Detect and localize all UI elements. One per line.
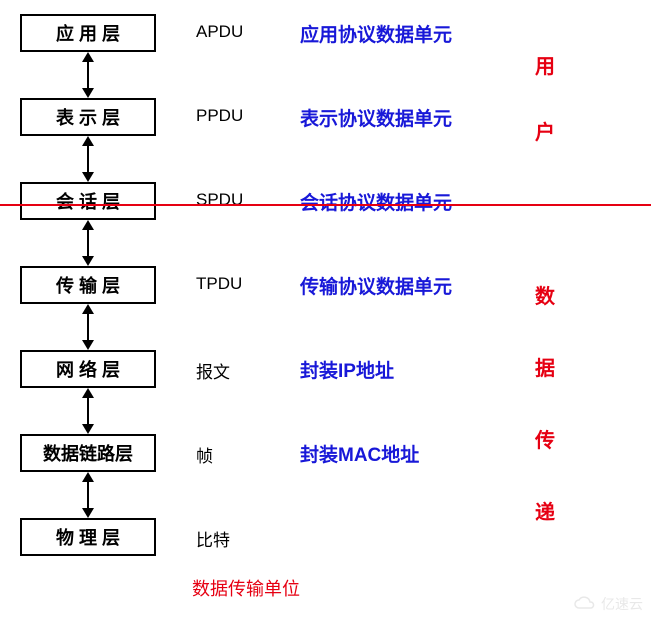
side-char-4: 传 (535, 424, 555, 453)
layer-box-4: 网 络 层 (20, 350, 156, 388)
watermark-text: 亿速云 (601, 594, 643, 614)
side-char-3: 据 (535, 352, 555, 381)
side-char-5: 递 (535, 496, 555, 525)
unit-desc-2: 会话协议数据单元 (300, 188, 452, 215)
layer-box-0: 应 用 层 (20, 14, 156, 52)
unit-desc-1: 表示协议数据单元 (300, 104, 452, 131)
unit-desc-4: 封装IP地址 (300, 356, 394, 383)
arrow-down-4 (82, 424, 94, 434)
side-char-2: 数 (535, 280, 555, 309)
arrow-up-2 (82, 220, 94, 230)
unit-desc-3: 传输协议数据单元 (300, 272, 452, 299)
side-char-0: 用 (535, 50, 555, 79)
arrow-up-3 (82, 304, 94, 314)
arrow-down-0 (82, 88, 94, 98)
unit-abbr-3: TPDU (196, 274, 242, 294)
osi-layer-diagram: 应 用 层 APDU 应用协议数据单元表 示 层 PPDU 表示协议数据单元会 话 层 S… (0, 0, 651, 622)
unit-abbr-4: 报文 (196, 358, 230, 383)
unit-abbr-2: SPDU (196, 190, 243, 210)
arrow-down-5 (82, 508, 94, 518)
divider-line (0, 204, 651, 206)
layer-box-2: 会 话 层 (20, 182, 156, 220)
unit-abbr-0: APDU (196, 22, 243, 42)
arrow-up-1 (82, 136, 94, 146)
arrow-up-4 (82, 388, 94, 398)
watermark: 亿速云 (573, 594, 643, 614)
arrow-down-3 (82, 340, 94, 350)
arrow-down-1 (82, 172, 94, 182)
arrow-up-5 (82, 472, 94, 482)
layer-box-3: 传 输 层 (20, 266, 156, 304)
unit-abbr-1: PPDU (196, 106, 243, 126)
layer-box-6: 物 理 层 (20, 518, 156, 556)
caption-text: 数据传输单位 (192, 575, 300, 601)
layer-box-1: 表 示 层 (20, 98, 156, 136)
arrow-up-0 (82, 52, 94, 62)
unit-abbr-6: 比特 (196, 526, 230, 551)
side-char-1: 户 (535, 116, 555, 145)
unit-desc-5: 封装MAC地址 (300, 440, 419, 467)
layer-box-5: 数据链路层 (20, 434, 156, 472)
arrow-down-2 (82, 256, 94, 266)
unit-abbr-5: 帧 (196, 442, 213, 467)
unit-desc-0: 应用协议数据单元 (300, 20, 452, 47)
